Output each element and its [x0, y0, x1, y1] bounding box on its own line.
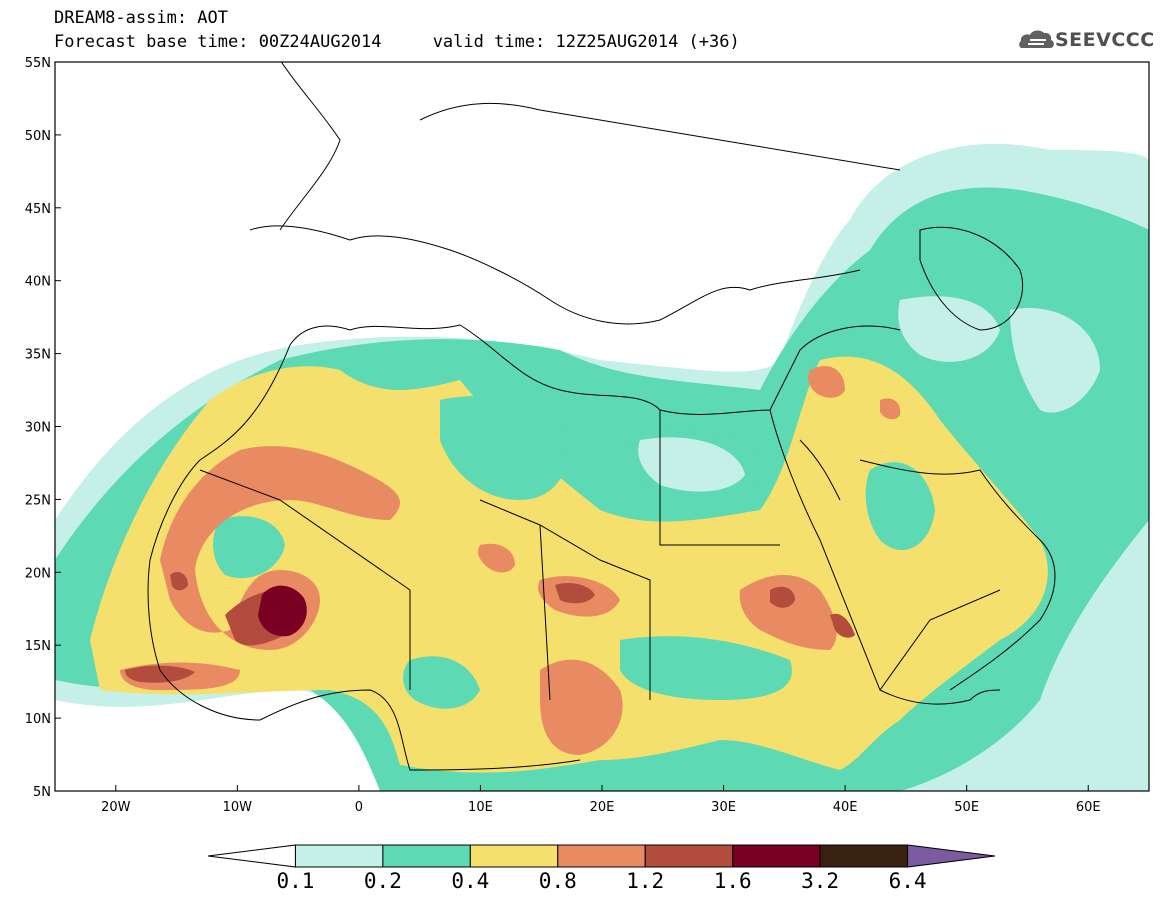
lat-tick-label: 10N — [25, 712, 51, 727]
colorbar-label: 0.8 — [538, 869, 577, 893]
colorbar-swatch — [294, 844, 384, 868]
colorbar-swatch — [907, 844, 996, 868]
lon-tick-label: 20E — [590, 800, 615, 815]
lat-tick-label: 15N — [25, 639, 51, 654]
colorbar-swatch — [644, 844, 734, 868]
cloud-icon — [1019, 30, 1054, 48]
lat-tick-label: 55N — [25, 56, 51, 71]
lon-tick-label: 40E — [833, 800, 858, 815]
colorbar-swatch — [382, 844, 471, 868]
lon-axis: 20W 10W 0 10E 20E 30E 40E 50E 60E — [101, 785, 1101, 815]
lat-tick-label: 35N — [25, 348, 51, 363]
colorbar-label: 3.2 — [801, 869, 840, 893]
lon-tick-label: 0 — [355, 800, 363, 815]
lon-tick-label: 10W — [223, 800, 253, 815]
lat-tick-label: 40N — [25, 275, 51, 290]
colorbar-label: 0.4 — [451, 869, 490, 893]
aot-fields — [55, 143, 1149, 791]
lat-tick-label: 5N — [33, 785, 51, 800]
colorbar-swatch — [732, 844, 821, 868]
lon-tick-label: 10E — [468, 800, 493, 815]
logo-text: SEEVCCC — [1055, 29, 1155, 51]
lon-tick-label: 50E — [954, 800, 979, 815]
lon-tick-label: 30E — [711, 800, 736, 815]
colorbar-swatch — [207, 844, 296, 868]
colorbar-swatch — [557, 844, 646, 868]
lat-axis: 5N 10N 15N 20N 25N 30N 35N 40N 45N 50N 55N — [25, 56, 61, 800]
lon-tick-label: 60E — [1076, 800, 1101, 815]
colorbar-label: 6.4 — [888, 869, 927, 893]
lon-tick-label: 20W — [101, 800, 131, 815]
colorbar-label: 1.2 — [626, 869, 665, 893]
colorbar-swatch — [819, 844, 909, 868]
map-title: DREAM8-assim: AOT — [54, 8, 228, 28]
colorbar-label: 0.2 — [363, 869, 402, 893]
lat-tick-label: 20N — [25, 566, 51, 581]
colorbar-label: 1.6 — [713, 869, 752, 893]
colorbar — [207, 844, 996, 868]
forecast-time-line: Forecast base time: 00Z24AUG2014 valid t… — [54, 32, 740, 52]
colorbar-swatch — [469, 844, 559, 868]
colorbar-label: 0.1 — [276, 869, 315, 893]
lat-tick-label: 50N — [25, 129, 51, 144]
lat-tick-label: 45N — [25, 202, 51, 217]
lat-tick-label: 30N — [25, 421, 51, 436]
coastlines — [147, 62, 1056, 771]
lat-tick-label: 25N — [25, 493, 51, 508]
